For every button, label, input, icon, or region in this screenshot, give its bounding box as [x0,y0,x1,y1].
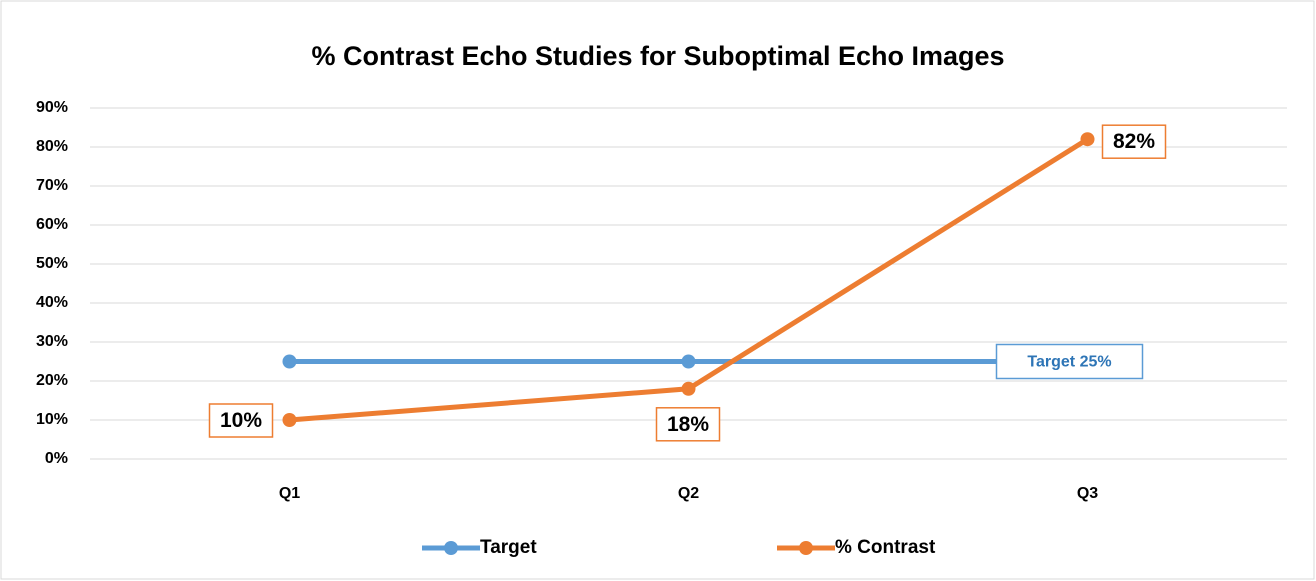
y-tick-label: 80% [36,138,68,155]
marker [681,354,696,369]
legend-label: % Contrast [835,537,936,558]
y-tick-label: 20% [36,372,68,389]
marker [1080,132,1095,147]
y-tick-label: 70% [36,177,68,194]
data-label-box [655,407,721,442]
data-label-box [1101,124,1167,159]
x-tick-label: Q1 [279,485,300,502]
data-label-box [208,403,274,438]
x-tick-label: Q3 [1077,485,1098,502]
y-tick-label: 0% [45,450,68,467]
marker [282,354,297,369]
data-label-box [995,343,1144,380]
data-label: Target 25% [1027,354,1111,371]
data-label: 18% [667,413,709,436]
data-label: 82% [1113,130,1155,153]
y-tick-label: 40% [36,294,68,311]
y-tick-label: 50% [36,255,68,272]
x-tick-label: Q2 [678,485,699,502]
legend-label: Target [480,537,537,558]
legend-marker [799,541,813,555]
legend-marker [444,541,458,555]
marker [681,381,696,396]
y-tick-label: 30% [36,333,68,350]
data-label: 10% [220,409,262,432]
y-tick-label: 10% [36,411,68,428]
y-tick-label: 90% [36,99,68,116]
marker [282,413,297,427]
y-tick-label: 60% [36,216,68,233]
chart-title: % Contrast Echo Studies for Suboptimal E… [311,41,1004,71]
